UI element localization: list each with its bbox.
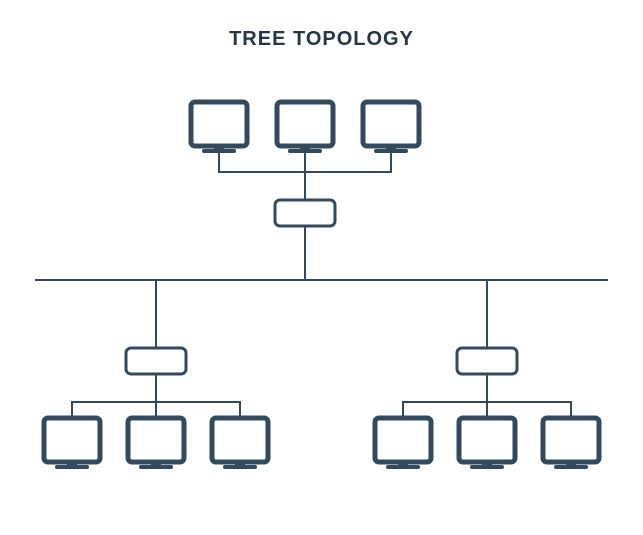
monitor-top-1-base (288, 149, 322, 153)
diagram-canvas: TREE TOPOLOGY (0, 0, 643, 535)
monitor-top-2-screen (363, 102, 419, 146)
monitor-right-2-base (554, 465, 588, 469)
monitor-left-1-neck (151, 462, 161, 465)
hub-top (275, 200, 335, 226)
monitor-right-0-base (386, 465, 420, 469)
monitor-top-2-base (374, 149, 408, 153)
monitor-left-1-base (139, 465, 173, 469)
hub-bottom-1 (457, 348, 517, 374)
monitor-left-0-screen (44, 418, 100, 462)
monitor-left-2-neck (235, 462, 245, 465)
monitor-top-0-screen (191, 102, 247, 146)
monitor-left-2-base (223, 465, 257, 469)
monitor-right-1-neck (482, 462, 492, 465)
monitor-right-2-neck (566, 462, 576, 465)
topology-svg (0, 0, 643, 535)
monitor-left-1-screen (128, 418, 184, 462)
monitor-right-2-screen (543, 418, 599, 462)
monitor-right-1-base (470, 465, 504, 469)
monitor-left-0-base (55, 465, 89, 469)
hub-bottom-0 (126, 348, 186, 374)
monitor-right-0-neck (398, 462, 408, 465)
monitor-top-0-base (202, 149, 236, 153)
monitor-right-0-screen (375, 418, 431, 462)
monitor-top-1-screen (277, 102, 333, 146)
monitor-right-1-screen (459, 418, 515, 462)
monitor-left-2-screen (212, 418, 268, 462)
monitor-left-0-neck (67, 462, 77, 465)
